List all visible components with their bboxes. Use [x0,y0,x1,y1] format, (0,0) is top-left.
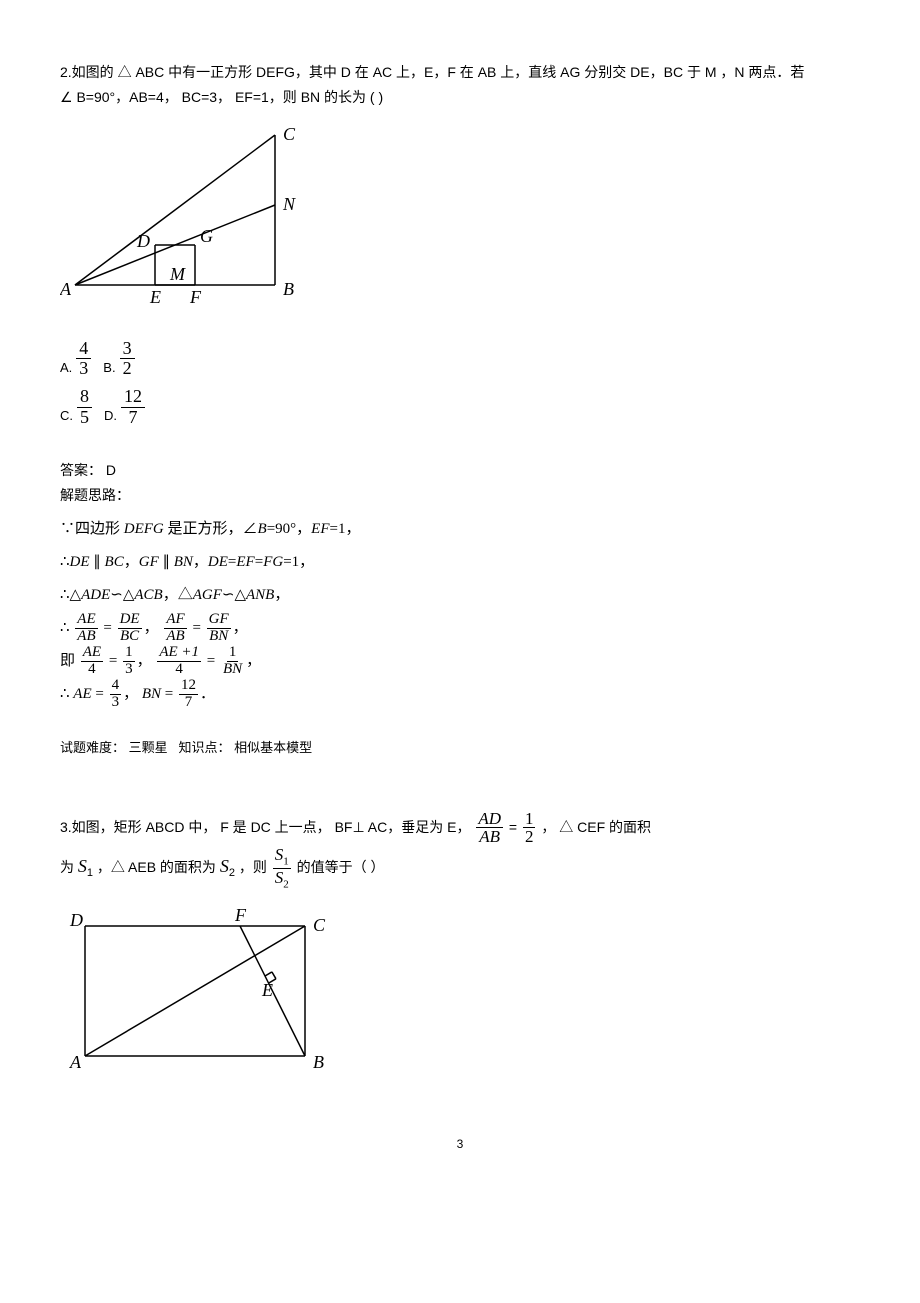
q2-solution: ∵四边形 DEFG 是正方形，∠B=90°，EF=1， ∴DE ∥ BC，GF … [60,513,860,711]
sol-line4: ∴ AEAB = DEBC， AFAB = GFBN， [60,612,860,645]
q2-figure: A B C E F D GM N [60,125,860,313]
q3-stem: 3.如图，矩形 ABCD 中， F 是 DC 上一点， BF⊥ AC，垂足为 E… [60,810,860,892]
svg-text:A: A [69,1052,82,1072]
option-B-frac: 3 2 [120,339,135,380]
svg-text:F: F [189,287,202,305]
svg-text:C: C [283,125,296,144]
svg-text:D: D [136,231,150,251]
q2-solution-label: 解题思路： [60,483,860,508]
svg-text:N: N [282,194,296,214]
q2-stem-line2: ∠ B=90°，AB=4， BC=3， EF=1，则 BN 的长为 ( ) [60,89,383,105]
svg-text:A: A [60,279,72,299]
svg-text:D: D [69,910,83,930]
option-A-label: A. [60,356,72,379]
svg-text:C: C [313,915,326,935]
q2-options-row1: A. 4 3 B. 3 2 [60,339,860,380]
page-number: 3 [60,1134,860,1156]
q3-figure: D C A B F E [60,906,860,1084]
option-C-frac: 8 5 [77,387,92,428]
option-D-label: D. [104,404,117,427]
sol-line6: ∴ AE = 43， BN = 127． [60,678,860,711]
option-D-frac: 12 7 [121,387,145,428]
svg-text:B: B [283,279,294,299]
option-B-label: B. [103,356,115,379]
q2-stem: 2.如图的 △ ABC 中有一正方形 DEFG，其中 D 在 AC 上，E，F … [60,60,860,110]
sol-line2: ∴DE ∥ BC，GF ∥ BN，DE=EF=FG=1， [60,546,860,579]
svg-text:E: E [261,980,273,1000]
svg-text:B: B [313,1052,324,1072]
option-A-frac: 4 3 [76,339,91,380]
q2-meta: 试题难度： 三颗星 知识点： 相似基本模型 [60,736,860,759]
option-C-label: C. [60,404,73,427]
sol-line1: ∵四边形 DEFG 是正方形，∠B=90°，EF=1， [60,513,860,546]
q2-stem-line1: 2.如图的 △ ABC 中有一正方形 DEFG，其中 D 在 AC 上，E，F … [60,64,804,80]
q2-options-row2: C. 8 5 D. 12 7 [60,387,860,428]
svg-text:F: F [234,906,247,925]
q2-answer: 答案： D [60,458,860,483]
sol-line3: ∴△ADE∽△ACB，△AGF∽△ANB， [60,579,860,612]
svg-text:E: E [149,287,161,305]
svg-text:M: M [169,264,186,284]
svg-text:G: G [200,226,213,246]
sol-line5: 即 AE4 = 13， AE +14 = 1BN， [60,645,860,678]
